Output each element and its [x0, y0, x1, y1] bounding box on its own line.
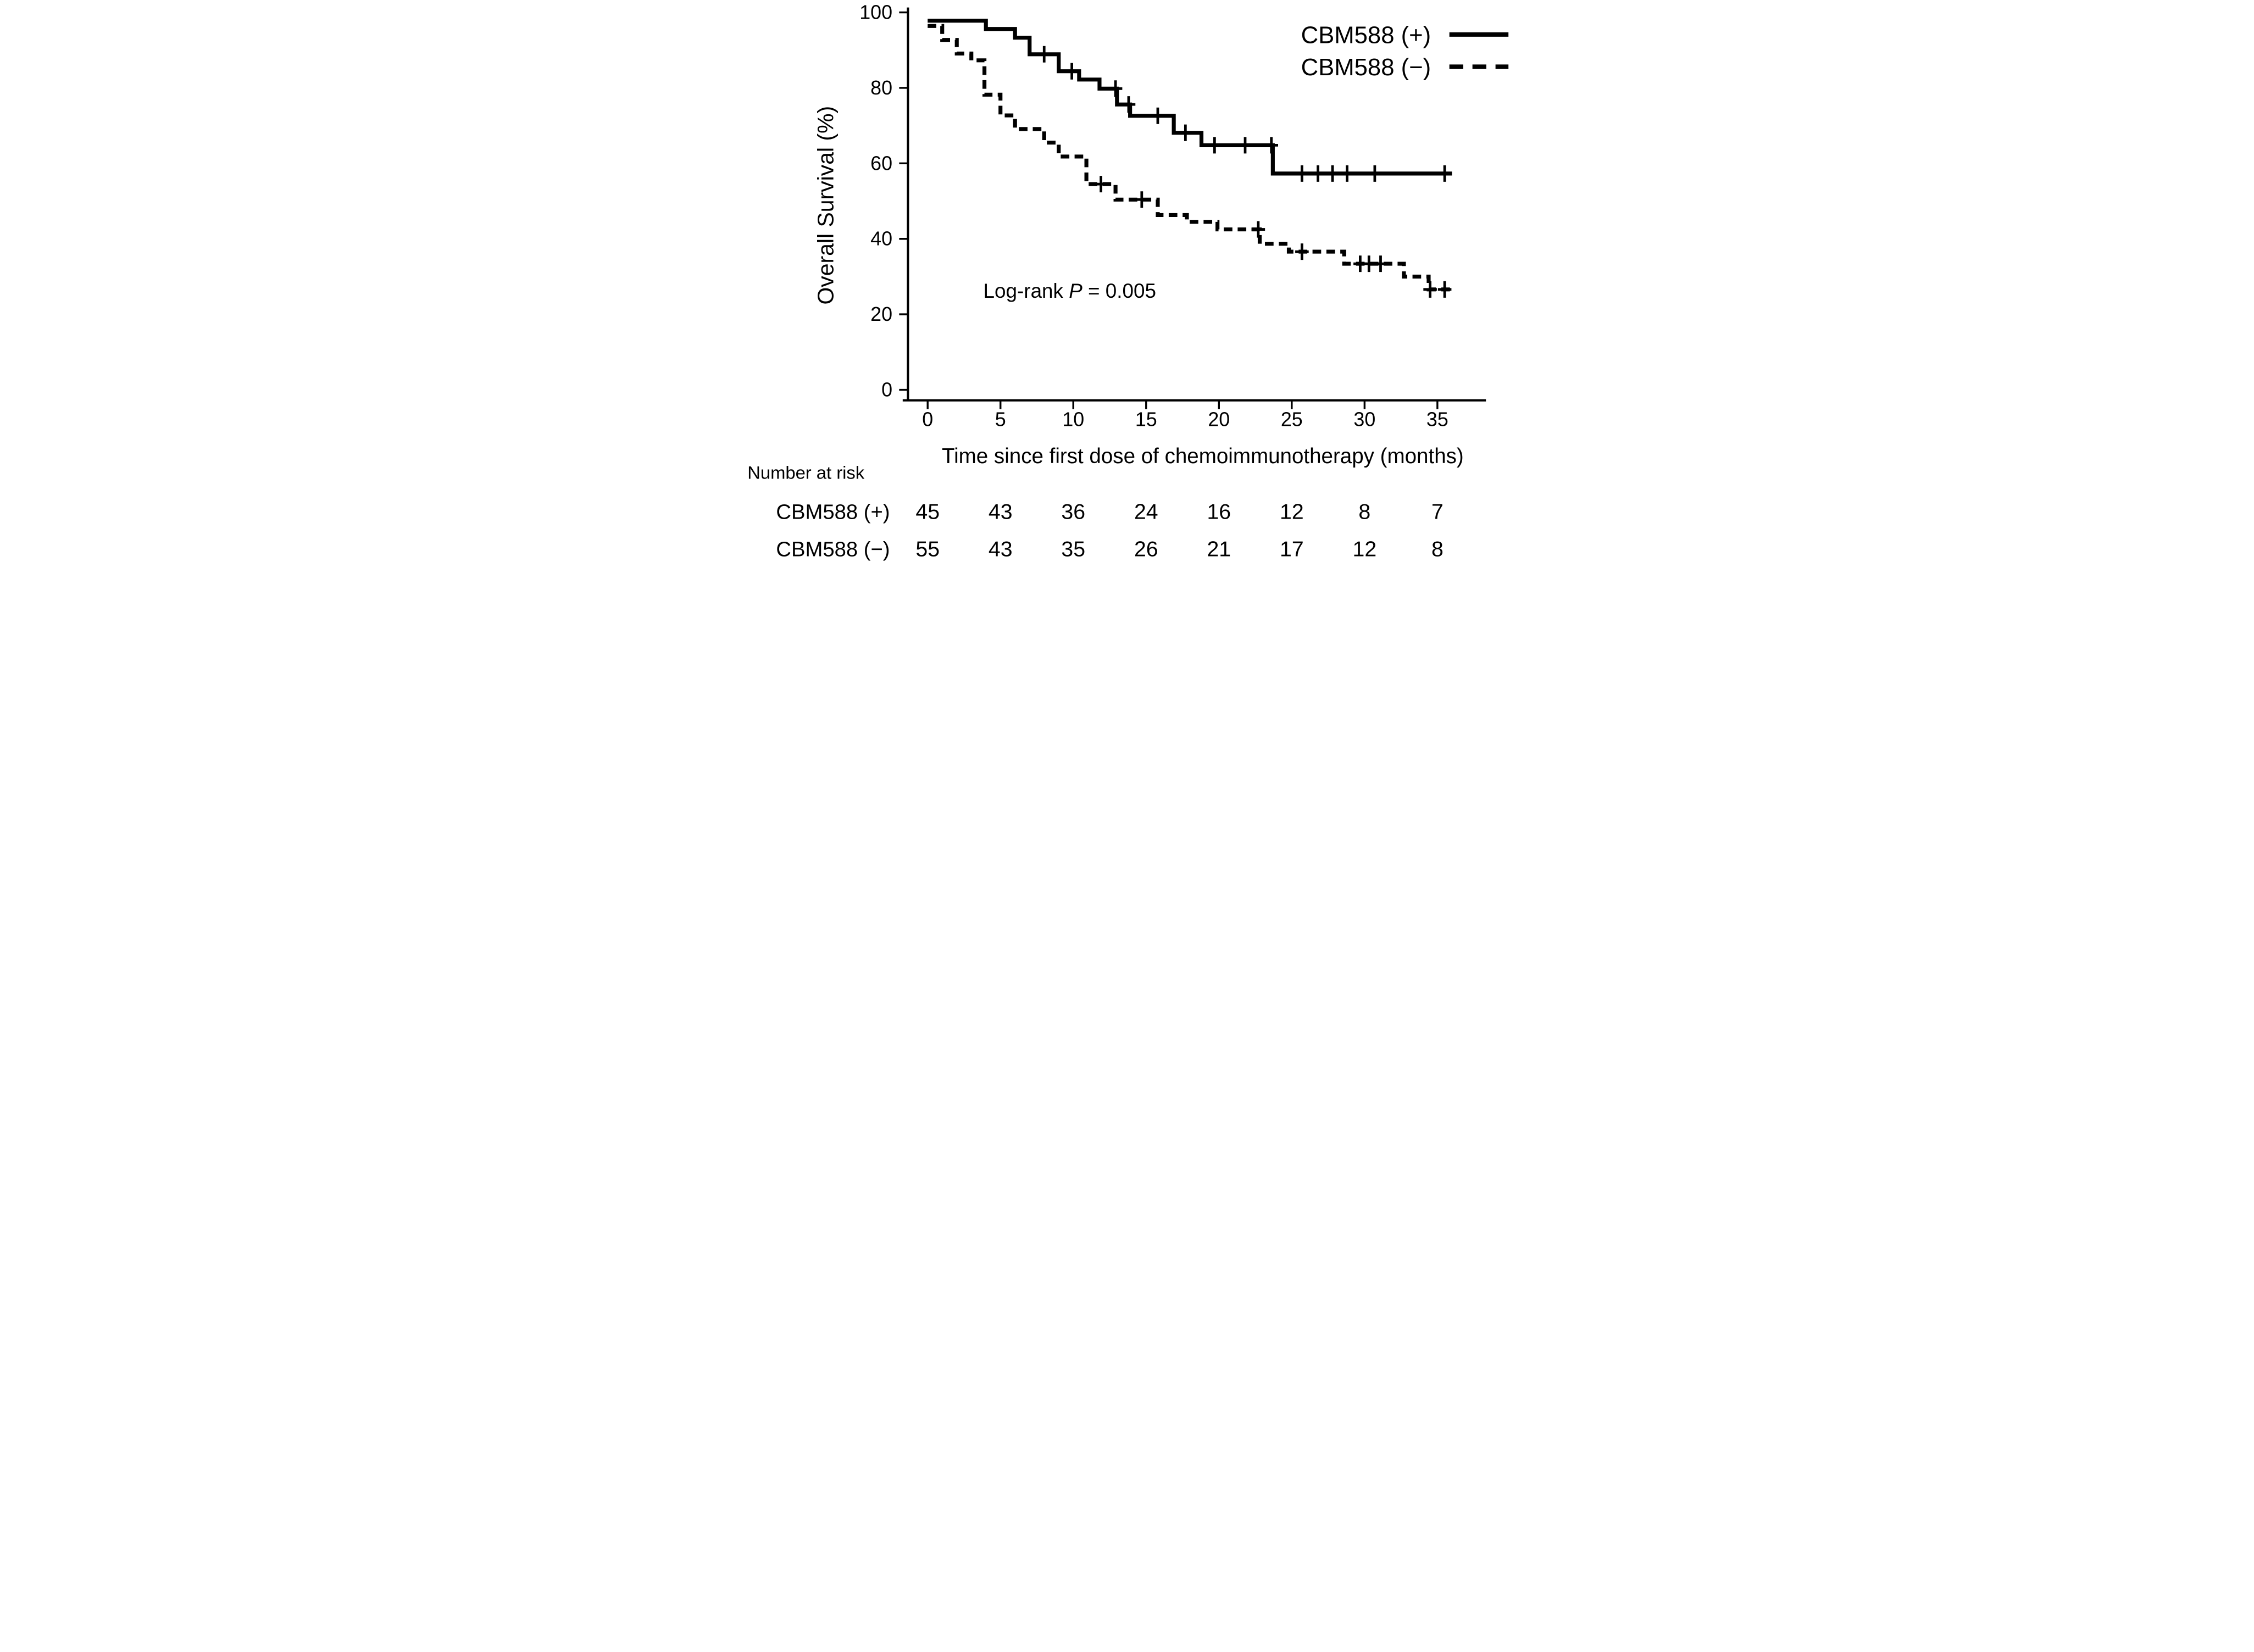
risk-values-cbm588-negative: 55 43 35 26 21 17 12 8 [915, 537, 1443, 561]
censor-mark [1264, 137, 1279, 154]
x-axis-title: Time since first dose of chemoimmunother… [942, 444, 1464, 468]
risk-value: 43 [989, 537, 1013, 561]
censor-mark [1311, 165, 1325, 182]
legend-line-samples [1449, 32, 1509, 69]
logrank-annotation: Log-rank P = 0.005 [984, 280, 1156, 302]
risk-value: 43 [989, 500, 1013, 524]
censor-mark [1065, 63, 1079, 80]
risk-value: 7 [1431, 500, 1444, 524]
y-tick-label: 20 [870, 303, 892, 325]
censor-mark [1295, 243, 1309, 260]
censor-mark [1135, 191, 1149, 208]
censor-mark [1362, 255, 1376, 272]
censor-mark [1108, 80, 1123, 97]
risk-value: 26 [1134, 537, 1158, 561]
legend-label-cbm588-negative: CBM588 (−) [1301, 54, 1431, 81]
risk-table-title: Number at risk [747, 462, 865, 482]
legend-label-cbm588-positive: CBM588 (+) [1301, 21, 1431, 48]
risk-row-label-cbm588-positive: CBM588 (+) [776, 500, 890, 524]
km-chart: 0 5 10 15 20 25 30 35 0 20 40 60 80 100 CBM588 (+) C… [742, 0, 1512, 564]
censor-mark [1151, 107, 1165, 124]
risk-value: 21 [1207, 537, 1231, 561]
risk-values-cbm588-positive: 45 43 36 24 16 12 8 7 [915, 500, 1443, 524]
x-tick-label: 20 [1208, 408, 1230, 430]
km-curve-solid [928, 19, 1452, 176]
axes [899, 7, 1486, 409]
risk-value: 24 [1134, 500, 1158, 524]
censor-mark [1340, 165, 1354, 182]
y-axis-title: Overall Survival (%) [813, 106, 839, 305]
y-tick-label: 60 [870, 152, 892, 174]
x-tick-label: 35 [1426, 408, 1448, 430]
risk-value: 8 [1431, 537, 1444, 561]
x-tick-label: 5 [995, 408, 1006, 430]
censor-mark [1094, 176, 1108, 193]
legend: CBM588 (+) CBM588 (−) [1301, 21, 1509, 81]
censor-mark [1437, 165, 1452, 182]
censor-mark [1368, 165, 1382, 182]
censor-mark [1325, 165, 1340, 182]
risk-value: 36 [1061, 500, 1085, 524]
censor-mark [1423, 281, 1437, 298]
censor-mark [1238, 137, 1252, 154]
y-tick-label: 40 [870, 228, 892, 250]
series-cbm588-positive [928, 19, 1452, 182]
risk-value: 35 [1061, 537, 1085, 561]
y-tick-label: 0 [881, 379, 892, 401]
x-tick-label: 0 [922, 408, 933, 430]
series-cbm588-negative [928, 24, 1452, 298]
risk-value: 16 [1207, 500, 1231, 524]
x-tick-label: 30 [1353, 408, 1375, 430]
risk-table: Number at risk CBM588 (+) CBM588 (−) 45 4… [747, 462, 1444, 561]
risk-value: 12 [1353, 537, 1377, 561]
risk-value: 45 [915, 500, 940, 524]
censor-mark [1122, 96, 1136, 113]
y-tick-label: 100 [859, 2, 892, 24]
risk-value: 12 [1280, 500, 1304, 524]
risk-value: 55 [915, 537, 940, 561]
censor-mark [1179, 124, 1192, 141]
censor-mark [1295, 165, 1309, 182]
km-curve-dashed [928, 24, 1452, 292]
y-tick-labels: 0 20 40 60 80 100 [859, 2, 892, 401]
x-tick-labels: 0 5 10 15 20 25 30 35 [922, 408, 1448, 430]
censor-mark [1251, 221, 1265, 238]
risk-value: 8 [1358, 500, 1370, 524]
x-tick-label: 10 [1062, 408, 1084, 430]
censor-mark [1374, 255, 1387, 272]
km-figure: 0 5 10 15 20 25 30 35 0 20 40 60 80 100 CBM588 (+) C… [742, 0, 1512, 564]
risk-row-label-cbm588-negative: CBM588 (−) [776, 537, 890, 561]
censor-mark [1037, 46, 1051, 63]
y-tick-label: 80 [870, 77, 892, 99]
x-tick-label: 25 [1281, 408, 1303, 430]
risk-value: 17 [1280, 537, 1304, 561]
censor-mark [1208, 137, 1222, 154]
x-tick-label: 15 [1135, 408, 1157, 430]
censor-mark [1437, 281, 1452, 298]
